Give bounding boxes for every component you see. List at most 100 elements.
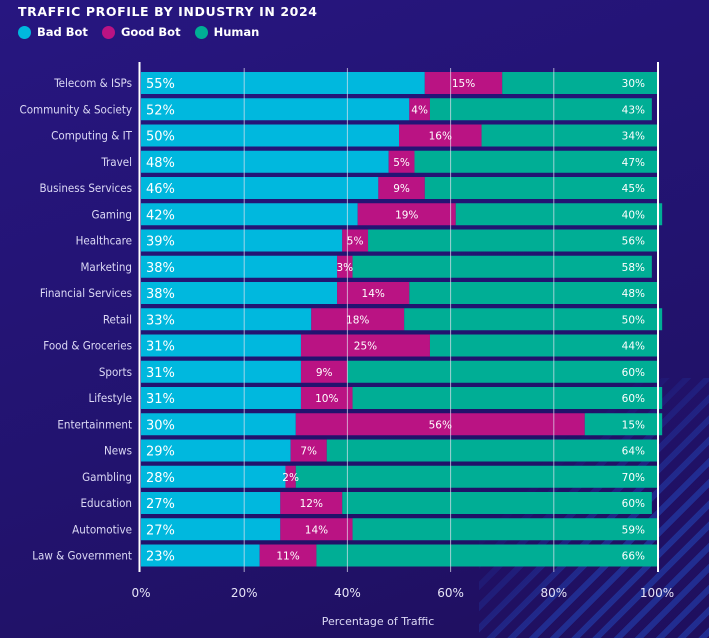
gridlines-layer bbox=[243, 68, 555, 572]
labels-layer: Telecom & ISPs 55% 15% 30% Community & Socie… bbox=[19, 76, 645, 565]
data-label-human-retail: 50% bbox=[622, 314, 645, 326]
data-label-human-news: 64% bbox=[622, 446, 645, 458]
bar-human-marketing bbox=[352, 255, 652, 278]
bar-good-bot-law-and-government bbox=[259, 544, 317, 567]
category-label-marketing: Marketing bbox=[80, 260, 132, 274]
bar-good-bot-retail bbox=[311, 308, 405, 331]
data-label-good-bot-gambling: 2% bbox=[282, 472, 299, 484]
data-label-bad-bot-food-and-groceries: 31% bbox=[146, 340, 175, 355]
category-label-news: News bbox=[104, 444, 132, 458]
data-label-good-bot-travel: 5% bbox=[393, 157, 410, 169]
bar-bad-bot-telecom-and-isps bbox=[141, 72, 425, 94]
bar-good-bot-entertainment bbox=[295, 413, 585, 436]
data-label-good-bot-business-services: 9% bbox=[393, 183, 410, 195]
data-label-good-bot-law-and-government: 11% bbox=[276, 551, 299, 563]
data-label-bad-bot-marketing: 38% bbox=[146, 261, 175, 276]
bar-good-bot-computing-and-it bbox=[399, 124, 482, 147]
bar-good-bot-financial-services bbox=[337, 282, 410, 304]
bar-human-education bbox=[342, 492, 652, 514]
bar-good-bot-automotive bbox=[280, 518, 353, 541]
legend-label-good-bot: Good Bot bbox=[120, 25, 181, 39]
data-label-bad-bot-travel: 48% bbox=[146, 156, 175, 171]
bar-bad-bot-food-and-groceries bbox=[141, 334, 301, 357]
bar-good-bot-healthcare bbox=[342, 229, 369, 252]
data-label-bad-bot-community-and-society: 52% bbox=[146, 103, 175, 118]
category-label-gaming: Gaming bbox=[92, 207, 132, 221]
bar-human-law-and-government bbox=[316, 544, 657, 567]
category-label-travel: Travel bbox=[100, 155, 132, 169]
bar-good-bot-marketing bbox=[337, 255, 353, 278]
data-label-bad-bot-computing-and-it: 50% bbox=[146, 130, 175, 145]
data-label-human-sports: 60% bbox=[622, 367, 645, 379]
bar-good-bot-community-and-society bbox=[409, 98, 430, 121]
bar-bad-bot-financial-services bbox=[141, 282, 338, 304]
bar-human-travel bbox=[414, 150, 657, 173]
x-tick-label-60: 60% bbox=[437, 586, 464, 600]
data-label-human-gaming: 40% bbox=[622, 209, 645, 221]
category-label-education: Education bbox=[80, 496, 132, 510]
category-label-retail: Retail bbox=[103, 312, 132, 326]
data-label-bad-bot-gaming: 42% bbox=[146, 208, 175, 223]
bar-bad-bot-news bbox=[141, 439, 291, 462]
data-label-human-automotive: 59% bbox=[622, 524, 645, 536]
x-axis: 0% 20% 40% 60% 80% 100% bbox=[131, 62, 674, 600]
bar-good-bot-news bbox=[290, 439, 327, 462]
category-label-sports: Sports bbox=[99, 365, 132, 379]
category-label-healthcare: Healthcare bbox=[76, 234, 132, 248]
data-label-good-bot-food-and-groceries: 25% bbox=[354, 341, 377, 353]
bar-bad-bot-entertainment bbox=[141, 413, 296, 436]
category-label-community-and-society: Community & Society bbox=[19, 102, 132, 116]
data-label-bad-bot-healthcare: 39% bbox=[146, 235, 175, 250]
data-label-human-gambling: 70% bbox=[622, 472, 645, 484]
legend-item-good-bot: Good Bot bbox=[101, 25, 181, 39]
data-label-bad-bot-retail: 33% bbox=[146, 313, 175, 328]
bar-bad-bot-marketing bbox=[141, 255, 338, 278]
legend-swatch-human bbox=[194, 25, 208, 39]
bar-bad-bot-gaming bbox=[141, 203, 358, 226]
bar-good-bot-education bbox=[280, 492, 343, 514]
data-label-human-lifestyle: 60% bbox=[622, 393, 645, 405]
category-label-food-and-groceries: Food & Groceries bbox=[43, 339, 132, 353]
category-label-computing-and-it: Computing & IT bbox=[51, 129, 133, 143]
bar-human-news bbox=[326, 439, 657, 462]
data-label-good-bot-telecom-and-isps: 15% bbox=[452, 78, 475, 90]
bars-layer bbox=[141, 72, 663, 567]
bar-human-financial-services bbox=[409, 282, 657, 304]
category-label-lifestyle: Lifestyle bbox=[89, 391, 132, 405]
data-label-human-law-and-government: 66% bbox=[622, 551, 645, 563]
data-label-bad-bot-news: 29% bbox=[146, 445, 175, 460]
bar-bad-bot-education bbox=[141, 492, 281, 514]
category-label-automotive: Automotive bbox=[72, 522, 132, 536]
x-tick-label-100: 100% bbox=[640, 586, 674, 600]
bar-bad-bot-travel bbox=[141, 150, 389, 173]
data-label-human-community-and-society: 43% bbox=[622, 104, 645, 116]
bar-bad-bot-computing-and-it bbox=[141, 124, 399, 147]
data-label-bad-bot-education: 27% bbox=[146, 497, 175, 512]
chart-title: TRAFFIC PROFILE BY INDUSTRY IN 2024 bbox=[18, 4, 318, 19]
bar-human-business-services bbox=[424, 177, 657, 199]
bar-human-gaming bbox=[455, 203, 663, 226]
category-label-gambling: Gambling bbox=[82, 470, 132, 484]
data-label-human-telecom-and-isps: 30% bbox=[622, 78, 645, 90]
x-tick-label-40: 40% bbox=[334, 586, 361, 600]
bar-good-bot-gaming bbox=[357, 203, 456, 226]
bar-human-computing-and-it bbox=[481, 124, 657, 147]
bar-good-bot-gambling bbox=[285, 465, 296, 488]
data-label-human-marketing: 58% bbox=[622, 262, 645, 274]
data-label-human-travel: 47% bbox=[622, 157, 645, 169]
category-label-law-and-government: Law & Government bbox=[32, 549, 132, 563]
data-label-good-bot-retail: 18% bbox=[346, 314, 369, 326]
data-label-human-healthcare: 56% bbox=[622, 236, 645, 248]
legend-item-human: Human bbox=[194, 25, 259, 39]
bar-good-bot-food-and-groceries bbox=[300, 334, 430, 357]
bar-human-food-and-groceries bbox=[429, 334, 657, 357]
data-label-bad-bot-automotive: 27% bbox=[146, 523, 175, 538]
bar-bad-bot-healthcare bbox=[141, 229, 343, 252]
category-label-business-services: Business Services bbox=[39, 181, 132, 195]
bar-human-lifestyle bbox=[352, 387, 663, 409]
data-label-human-computing-and-it: 34% bbox=[622, 131, 645, 143]
data-label-bad-bot-entertainment: 30% bbox=[146, 418, 175, 433]
data-label-human-education: 60% bbox=[622, 498, 645, 510]
data-label-good-bot-healthcare: 5% bbox=[347, 236, 364, 248]
